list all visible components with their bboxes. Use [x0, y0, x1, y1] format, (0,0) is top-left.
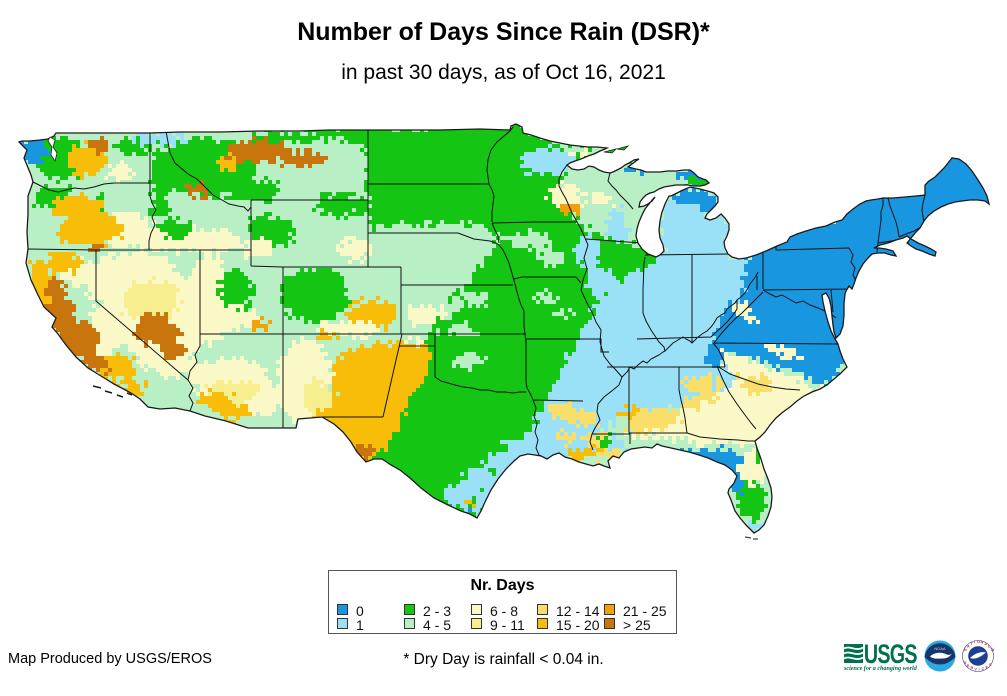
svg-text:O: O [977, 640, 980, 644]
svg-text:NOAA: NOAA [934, 646, 946, 651]
svg-text:L: L [988, 645, 991, 649]
svg-text:V: V [975, 668, 978, 672]
svg-text:A: A [985, 642, 988, 646]
svg-text:N: N [981, 641, 984, 645]
svg-text:science for a changing world: science for a changing world [843, 666, 918, 672]
svg-text:S: S [964, 661, 967, 665]
svg-text:R: R [971, 666, 974, 670]
svg-text:C: C [982, 667, 985, 671]
svg-text:A: A [967, 645, 970, 649]
svg-text:W: W [991, 648, 995, 652]
svg-text:S: S [989, 663, 992, 667]
svg-text:E: E [967, 664, 970, 668]
svg-text:USGS: USGS [864, 640, 917, 670]
svg-text:E: E [986, 666, 989, 670]
svg-text:I: I [974, 641, 975, 645]
svg-text:T: T [971, 642, 974, 646]
svg-text:I: I [979, 668, 980, 672]
svg-text:N: N [964, 648, 967, 652]
